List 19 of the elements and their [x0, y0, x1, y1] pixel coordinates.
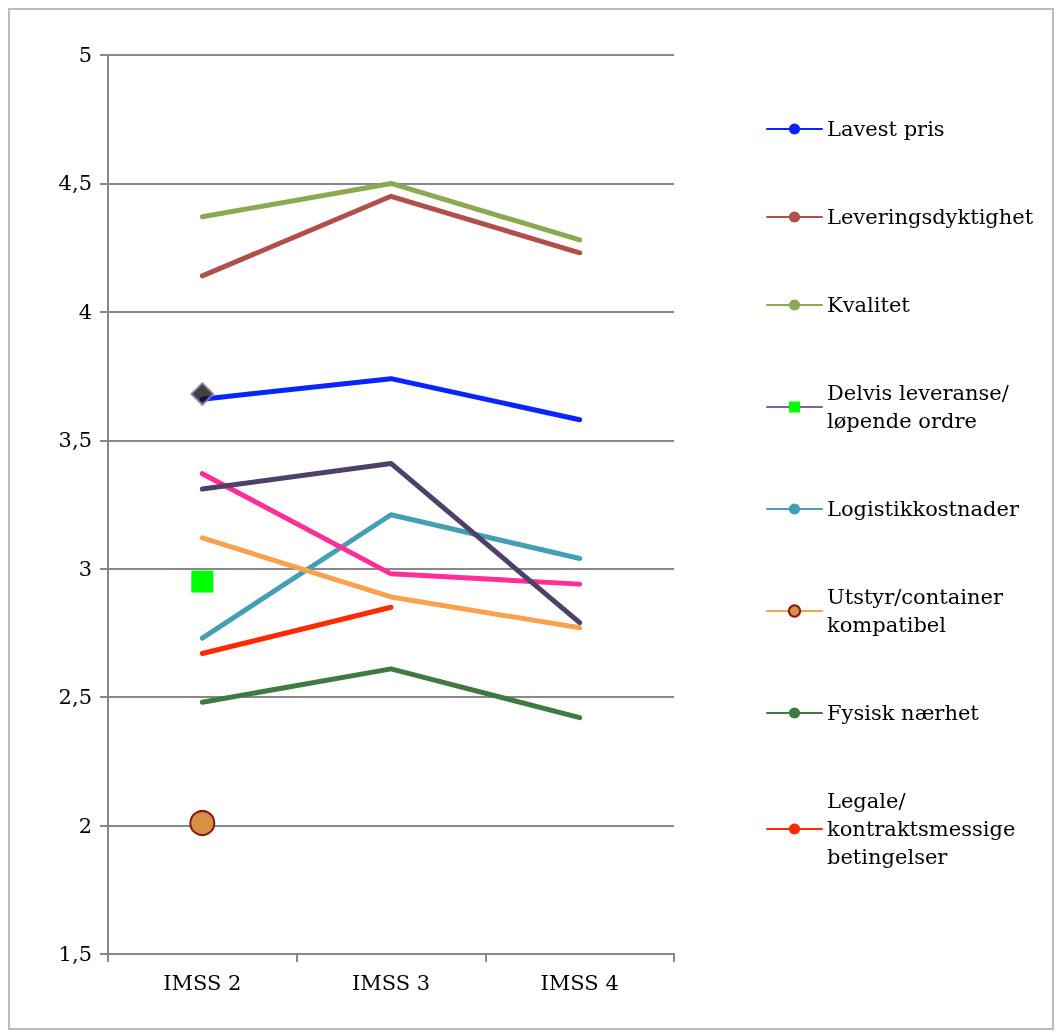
legend-label: Fysisk nærhet — [827, 701, 980, 725]
x-tick-label: IMSS 2 — [163, 970, 242, 995]
legend-label: Legale/ kontraktsmessige betingelser — [827, 789, 1022, 869]
legend-label: Kvalitet — [827, 293, 911, 317]
y-tick-label: 3,5 — [58, 428, 92, 453]
y-tick-label: 4 — [78, 299, 92, 324]
y-tick-label: 2 — [78, 813, 92, 838]
y-tick-label: 4,5 — [58, 171, 92, 196]
y-tick-label: 5 — [78, 43, 92, 67]
legend-label: Utstyr/container kompatibel — [827, 585, 1010, 637]
legend-label: Logistikkostnader — [827, 497, 1020, 521]
x-tick-label: IMSS 3 — [351, 970, 431, 995]
legend-label: Leveringsdyktighet — [827, 205, 1034, 229]
legend-label: Lavest pris — [827, 117, 945, 141]
y-tick-label: 2,5 — [58, 685, 92, 710]
y-tick-label: 3 — [78, 556, 92, 581]
legend-label: Delvis leveranse/ løpende ordre — [827, 381, 1016, 433]
y-tick-label: 1,5 — [58, 942, 92, 966]
x-tick-label: IMSS 4 — [540, 970, 619, 995]
